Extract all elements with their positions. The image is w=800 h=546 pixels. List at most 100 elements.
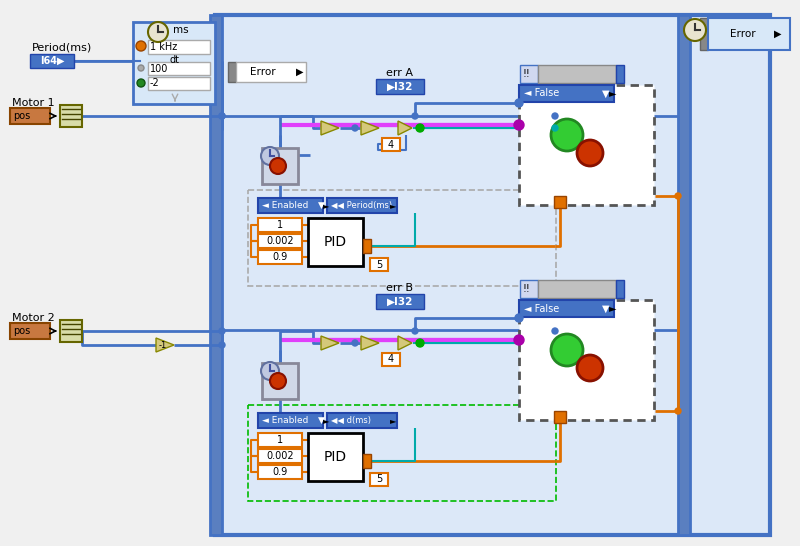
- Polygon shape: [398, 121, 412, 135]
- FancyBboxPatch shape: [363, 454, 371, 468]
- FancyBboxPatch shape: [258, 465, 302, 479]
- FancyBboxPatch shape: [678, 15, 690, 535]
- Circle shape: [552, 328, 558, 334]
- FancyBboxPatch shape: [538, 280, 616, 298]
- Text: pos: pos: [14, 326, 30, 336]
- Circle shape: [219, 113, 225, 119]
- FancyBboxPatch shape: [616, 280, 624, 298]
- Polygon shape: [156, 338, 174, 352]
- Text: Motor 2: Motor 2: [12, 313, 54, 323]
- FancyBboxPatch shape: [236, 62, 306, 82]
- Circle shape: [417, 340, 423, 346]
- Polygon shape: [321, 121, 339, 135]
- Circle shape: [136, 41, 146, 51]
- FancyBboxPatch shape: [327, 413, 397, 428]
- Circle shape: [219, 328, 225, 334]
- Text: ▼: ▼: [318, 416, 325, 425]
- Circle shape: [551, 119, 583, 151]
- FancyBboxPatch shape: [262, 363, 298, 399]
- Text: ▶: ▶: [774, 29, 782, 39]
- Text: err B: err B: [386, 283, 414, 293]
- Circle shape: [148, 22, 168, 42]
- Circle shape: [577, 140, 603, 166]
- Polygon shape: [398, 336, 412, 350]
- FancyBboxPatch shape: [308, 218, 363, 266]
- Text: Period(ms): Period(ms): [32, 43, 92, 53]
- FancyBboxPatch shape: [258, 234, 302, 248]
- FancyBboxPatch shape: [700, 18, 708, 50]
- Text: ►: ►: [609, 88, 617, 98]
- Circle shape: [352, 125, 358, 131]
- FancyBboxPatch shape: [376, 294, 424, 309]
- Text: 1: 1: [277, 435, 283, 445]
- Text: 0.002: 0.002: [266, 236, 294, 246]
- Text: 0.9: 0.9: [272, 467, 288, 477]
- Circle shape: [515, 99, 523, 107]
- FancyBboxPatch shape: [228, 62, 236, 82]
- Text: PID: PID: [323, 450, 346, 464]
- Circle shape: [412, 113, 418, 119]
- FancyBboxPatch shape: [10, 108, 50, 124]
- FancyBboxPatch shape: [370, 473, 388, 486]
- Circle shape: [219, 113, 225, 119]
- Text: !!: !!: [522, 284, 530, 294]
- Circle shape: [514, 335, 524, 345]
- Text: err A: err A: [386, 68, 414, 78]
- Polygon shape: [321, 336, 339, 350]
- FancyBboxPatch shape: [370, 258, 388, 271]
- Text: ►: ►: [390, 416, 396, 425]
- Circle shape: [577, 355, 603, 381]
- Text: ◄ Enabled: ◄ Enabled: [262, 416, 308, 425]
- Circle shape: [684, 19, 706, 41]
- FancyBboxPatch shape: [519, 300, 614, 317]
- Text: 100: 100: [150, 63, 168, 74]
- Text: 5: 5: [376, 474, 382, 484]
- Polygon shape: [361, 336, 379, 350]
- FancyBboxPatch shape: [210, 15, 222, 535]
- FancyBboxPatch shape: [258, 433, 302, 447]
- Text: ►: ►: [323, 201, 330, 210]
- Text: ms: ms: [173, 25, 189, 35]
- FancyBboxPatch shape: [133, 22, 215, 104]
- Text: ▼: ▼: [602, 304, 610, 313]
- FancyBboxPatch shape: [616, 65, 624, 83]
- Circle shape: [270, 373, 286, 389]
- Circle shape: [515, 314, 523, 322]
- Text: Error: Error: [250, 67, 276, 77]
- Text: ►: ►: [609, 304, 617, 313]
- Circle shape: [270, 158, 286, 174]
- FancyBboxPatch shape: [215, 15, 770, 535]
- Circle shape: [352, 340, 358, 346]
- Circle shape: [137, 79, 145, 87]
- FancyBboxPatch shape: [258, 413, 323, 428]
- Text: 0.002: 0.002: [266, 451, 294, 461]
- Text: pos: pos: [14, 111, 30, 121]
- FancyBboxPatch shape: [538, 65, 616, 83]
- Text: ▶: ▶: [296, 67, 304, 77]
- FancyBboxPatch shape: [519, 300, 654, 420]
- Circle shape: [675, 193, 681, 199]
- Text: ◀◀ Period(ms): ◀◀ Period(ms): [331, 201, 392, 210]
- Text: I64▶: I64▶: [40, 56, 64, 66]
- FancyBboxPatch shape: [327, 198, 397, 213]
- Text: Error: Error: [730, 29, 756, 39]
- FancyBboxPatch shape: [520, 280, 538, 298]
- Circle shape: [261, 362, 279, 380]
- FancyBboxPatch shape: [258, 218, 302, 232]
- Text: ▼: ▼: [602, 88, 610, 98]
- Circle shape: [552, 125, 558, 131]
- FancyBboxPatch shape: [519, 85, 614, 102]
- FancyBboxPatch shape: [376, 79, 424, 94]
- Circle shape: [675, 408, 681, 414]
- FancyBboxPatch shape: [258, 198, 323, 213]
- Circle shape: [514, 120, 524, 130]
- Text: ►: ►: [323, 416, 330, 425]
- FancyBboxPatch shape: [10, 323, 50, 339]
- Circle shape: [261, 147, 279, 165]
- Text: !!: !!: [522, 69, 530, 79]
- Circle shape: [552, 113, 558, 119]
- Text: ►: ►: [390, 201, 396, 210]
- FancyBboxPatch shape: [382, 138, 400, 151]
- Text: ▶I32: ▶I32: [387, 81, 413, 92]
- Circle shape: [417, 125, 423, 131]
